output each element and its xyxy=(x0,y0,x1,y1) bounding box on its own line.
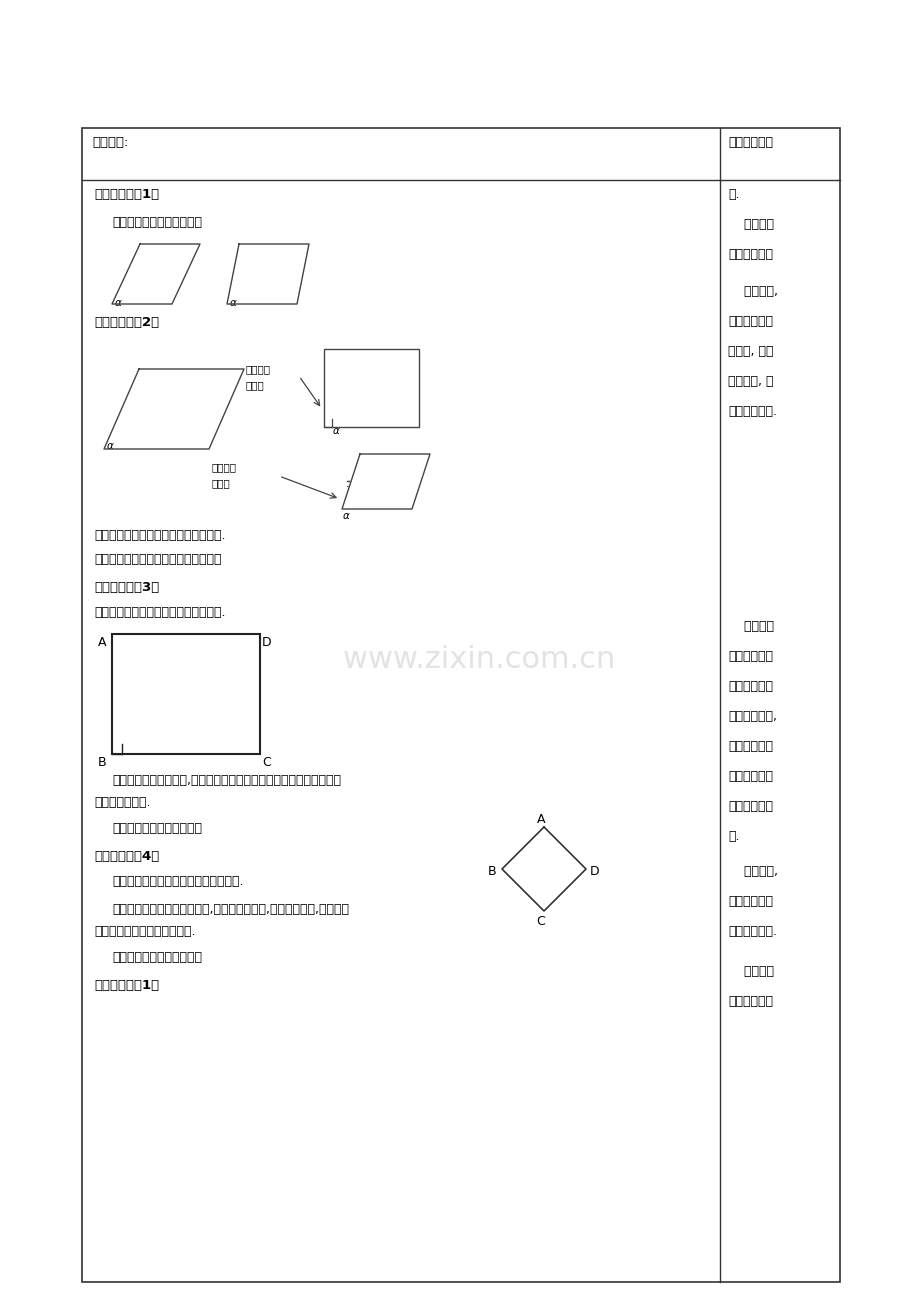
Polygon shape xyxy=(104,368,244,449)
Bar xyxy=(112,634,260,754)
Text: 复习平行: 复习平行 xyxy=(727,217,773,230)
Text: 尝试归纳矩形: 尝试归纳矩形 xyxy=(727,894,772,907)
Text: α: α xyxy=(343,510,349,521)
Text: 让学生归: 让学生归 xyxy=(727,965,773,978)
Text: 四边形通过运: 四边形通过运 xyxy=(727,650,772,663)
Text: 有一组邻: 有一组邻 xyxy=(211,462,237,473)
Text: C: C xyxy=(262,756,270,769)
Text: C: C xyxy=(536,915,545,928)
Text: 活中的几何图: 活中的几何图 xyxy=(727,135,772,148)
Polygon shape xyxy=(342,454,429,509)
Text: D: D xyxy=(262,635,271,648)
Text: 于思维的习惯.: 于思维的习惯. xyxy=(727,405,777,418)
Text: 动变化为矩形: 动变化为矩形 xyxy=(727,680,772,693)
Text: B: B xyxy=(487,865,496,878)
Polygon shape xyxy=(227,243,309,303)
Text: 新课探索一（4）: 新课探索一（4） xyxy=(94,850,159,863)
Text: 新课探索一（2）: 新课探索一（2） xyxy=(94,316,159,329)
Text: 纳矩形和菱形: 纳矩形和菱形 xyxy=(727,995,772,1008)
Text: D: D xyxy=(589,865,599,878)
Text: 四边形的性质: 四边形的性质 xyxy=(727,247,772,260)
Text: 殊的平行四边: 殊的平行四边 xyxy=(727,799,772,812)
Text: B: B xyxy=(98,756,107,769)
Text: 有一个角: 有一个角 xyxy=(245,365,271,374)
Text: 与菱形的过程,: 与菱形的过程, xyxy=(727,710,777,723)
Text: 是直角: 是直角 xyxy=(245,380,265,391)
Text: 有一组邻边相等的平行四边形叫做菱形: 有一组邻边相等的平行四边形叫做菱形 xyxy=(94,553,221,566)
Text: 善于观察, 勤: 善于观察, 勤 xyxy=(727,375,773,388)
Text: 边相等: 边相等 xyxy=(211,478,231,488)
Text: 有一个角是直角的平行四边形叫做矩形.: 有一个角是直角的平行四边形叫做矩形. xyxy=(94,605,225,618)
Text: A: A xyxy=(536,812,545,825)
Bar xyxy=(323,349,418,427)
Text: 有一个角是直角的平行四边形叫做矩形.: 有一个角是直角的平行四边形叫做矩形. xyxy=(94,529,225,542)
Text: 平行四边形具有不稳定性。: 平行四边形具有不稳定性。 xyxy=(112,216,202,229)
Text: 观察平行: 观察平行 xyxy=(727,620,773,633)
Text: 有一组邻边相等的平行四边形叫做菱形.: 有一组邻边相等的平行四边形叫做菱形. xyxy=(112,875,244,888)
Text: α: α xyxy=(230,298,236,309)
Text: 你还能再举出一些例子吗？: 你还能再举出一些例子吗？ xyxy=(112,822,202,835)
Text: A: A xyxy=(98,635,107,648)
Text: α: α xyxy=(107,441,114,450)
Text: α: α xyxy=(115,298,121,309)
Text: 菱形在日常生活中是很常见的,一些门窗的窗格,美丽的中国结,伸缩的衣: 菱形在日常生活中是很常见的,一些门窗的窗格,美丽的中国结,伸缩的衣 xyxy=(112,904,348,917)
Text: 拓展学生的思: 拓展学生的思 xyxy=(727,315,772,328)
Bar xyxy=(82,128,839,1282)
Text: 通过观察,: 通过观察, xyxy=(727,865,777,878)
Text: 从而认识到矩: 从而认识到矩 xyxy=(727,740,772,753)
Text: 新课探索一（1）: 新课探索一（1） xyxy=(94,187,159,201)
Text: 帽架等都给我们以菱形的形象.: 帽架等都给我们以菱形的形象. xyxy=(94,924,196,937)
Text: 新课探索二（1）: 新课探索二（1） xyxy=(94,979,159,992)
Text: 你还能再举出一些例子吗？: 你还能再举出一些例子吗？ xyxy=(112,950,202,963)
Text: α: α xyxy=(333,426,339,436)
Text: 知识呈现:: 知识呈现: xyxy=(92,135,129,148)
Text: 通过观察,: 通过观察, xyxy=(727,285,777,298)
Polygon shape xyxy=(112,243,199,303)
Text: 和菱形的定义.: 和菱形的定义. xyxy=(727,924,777,937)
Text: 形.: 形. xyxy=(727,187,739,201)
Text: 新课探索一（3）: 新课探索一（3） xyxy=(94,581,159,594)
Text: 矩形是我们常见的图形,门窗框、书桌面、教科书封面、地砖等都给我: 矩形是我们常见的图形,门窗框、书桌面、教科书封面、地砖等都给我 xyxy=(112,773,341,786)
Text: 们以矩形的形象.: 们以矩形的形象. xyxy=(94,796,151,809)
Text: 形.: 形. xyxy=(727,829,739,842)
Text: 形与菱形是特: 形与菱形是特 xyxy=(727,769,772,783)
Text: 维能力, 养成: 维能力, 养成 xyxy=(727,345,773,358)
Text: www.zixin.com.cn: www.zixin.com.cn xyxy=(304,646,615,674)
